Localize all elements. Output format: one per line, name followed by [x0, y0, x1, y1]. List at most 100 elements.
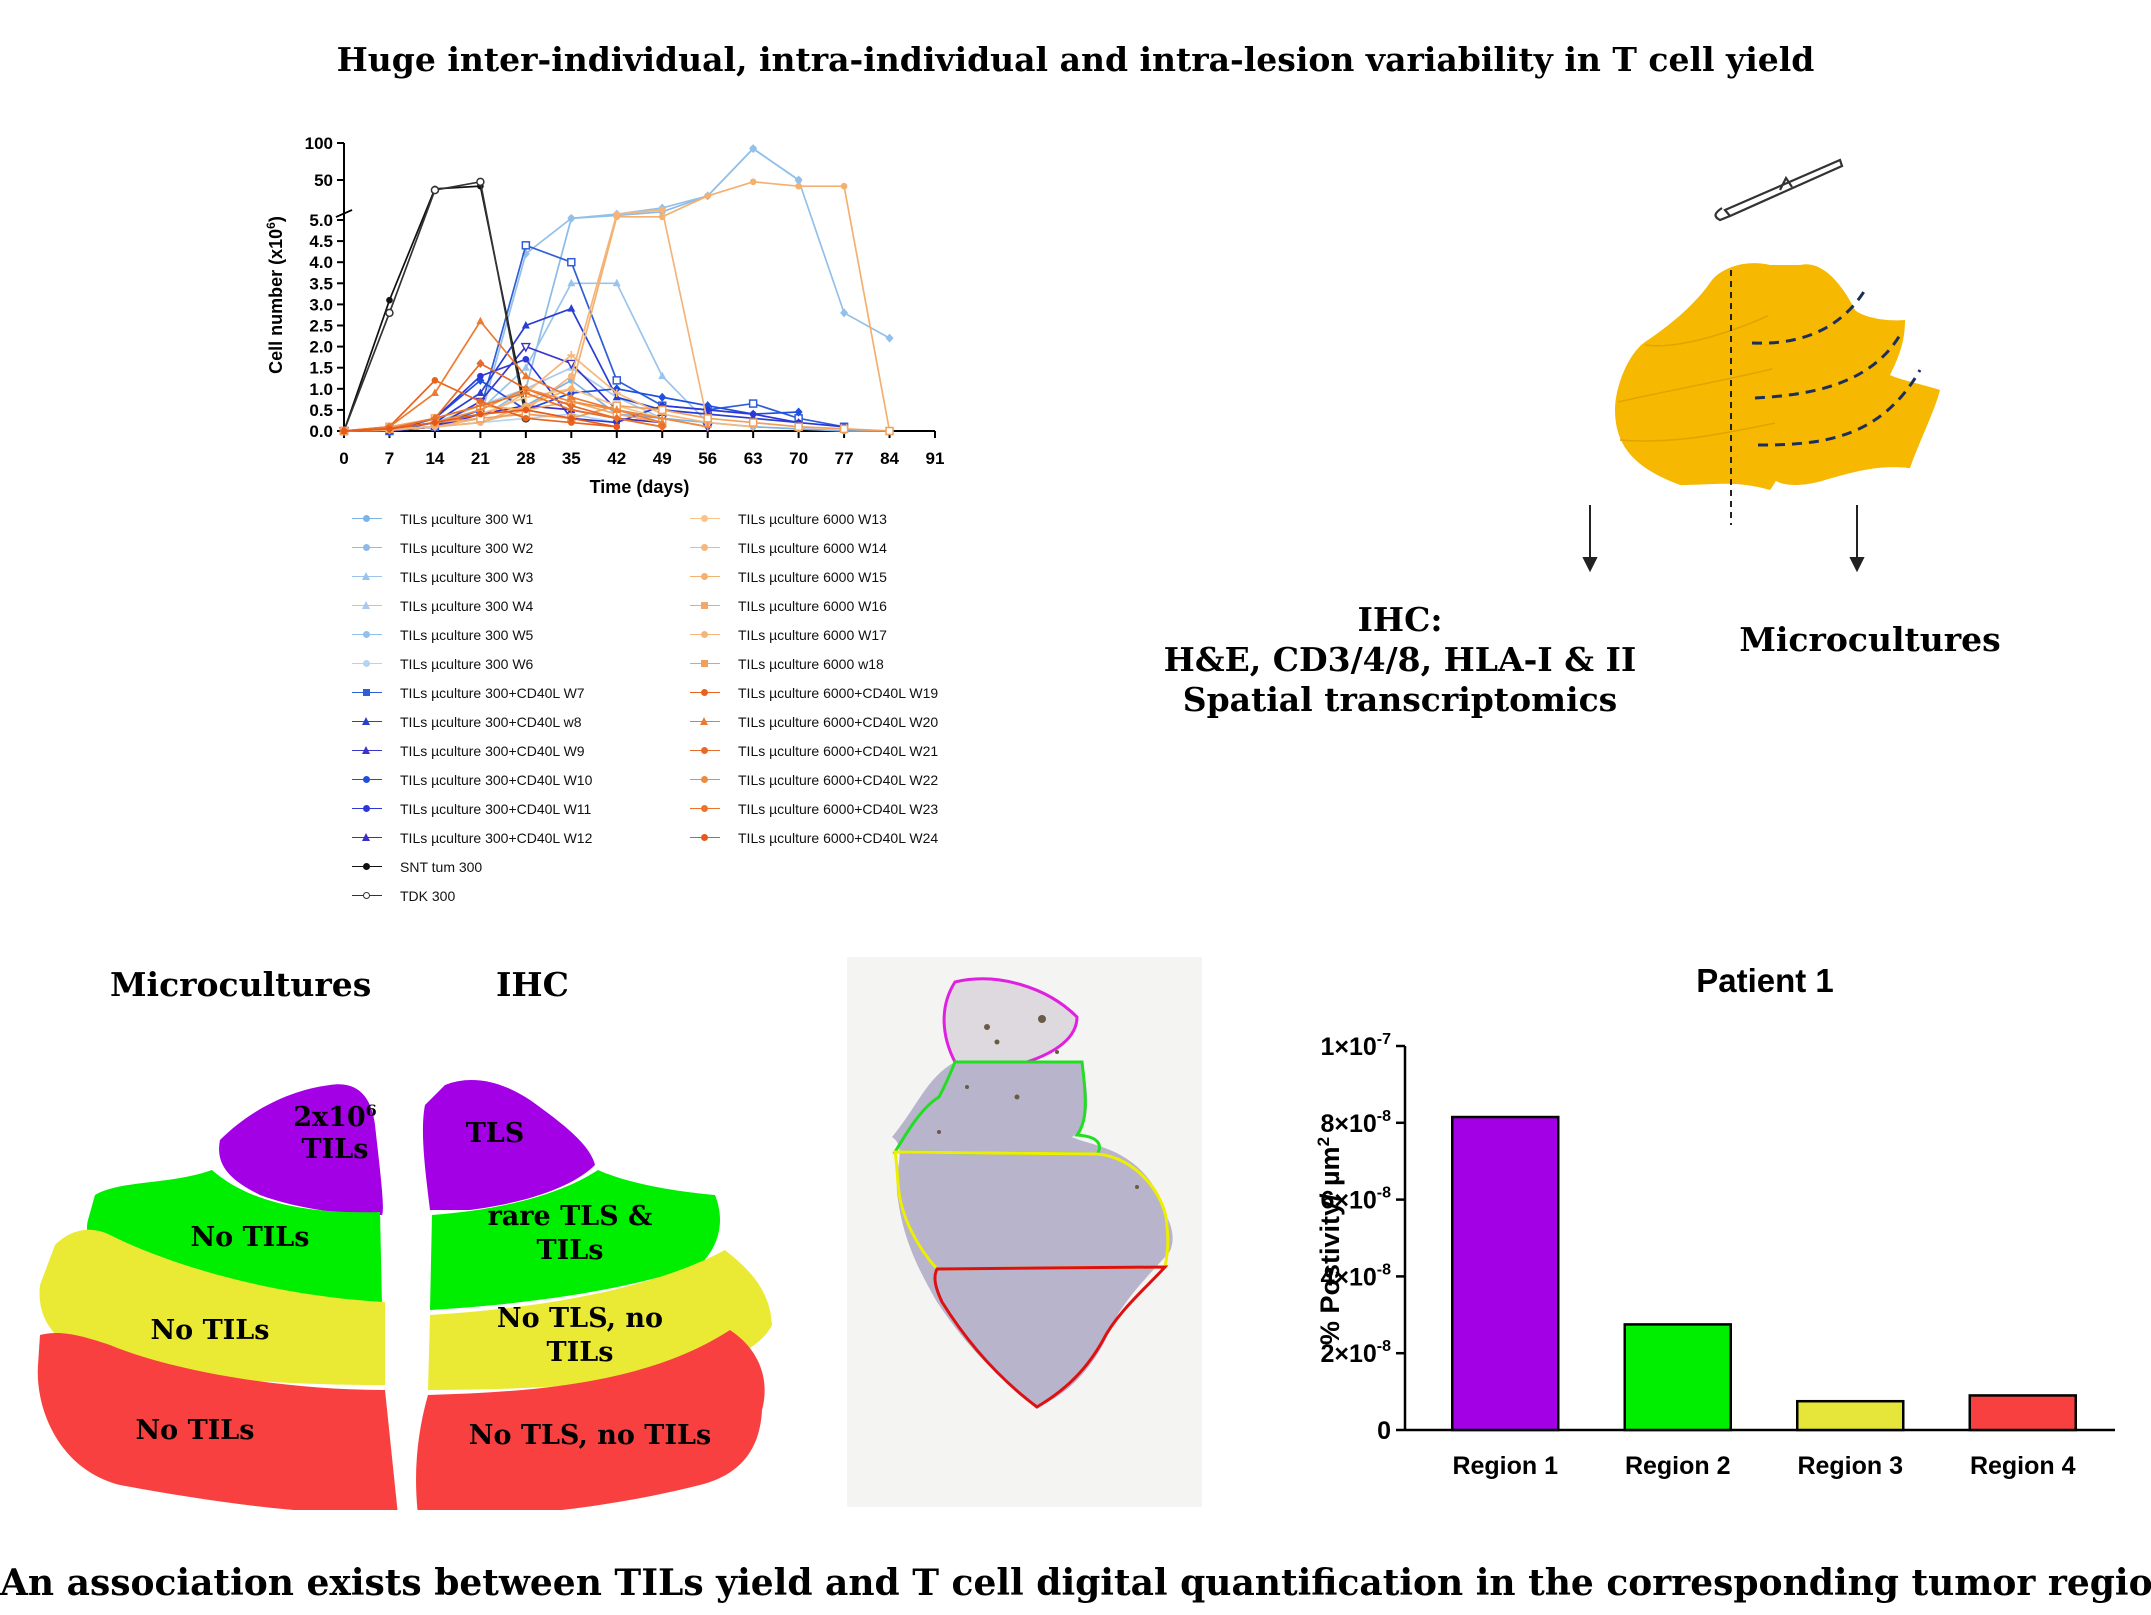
legend-item: TILs µculture 6000+CD40L W24: [690, 823, 938, 852]
right-region-4: [416, 1330, 765, 1510]
legend-swatch: [352, 600, 382, 612]
right-region-4-label: No TLS, no TILs: [468, 1420, 712, 1451]
series-26: [340, 406, 621, 435]
series-point: [567, 405, 576, 414]
y-tick-label: 1.0: [309, 380, 333, 399]
region-map: [37, 1080, 772, 1510]
series-point: [567, 392, 576, 401]
legend-item: TILs µculture 300 W4: [352, 591, 592, 620]
x-tick-label: 28: [516, 449, 535, 468]
series-point: [386, 296, 393, 304]
series-point: [658, 414, 667, 423]
left-region-2-label: No TILs: [190, 1222, 310, 1253]
series-point: [749, 178, 757, 186]
bar-y-tick-label: 4×10-8: [1320, 1261, 1391, 1291]
series-point: [658, 422, 667, 431]
legend-label: TILs µculture 300+CD40L W9: [400, 742, 585, 759]
bar-chart-axes: 0 2×10-8 4×10-8 6×10-8 8×10-8 1×10-7: [1320, 1031, 2115, 1445]
left-region-1-label: 2x106 TILs: [293, 1101, 377, 1165]
series-point: [748, 399, 758, 408]
legend-label: TILs µculture 6000 W15: [738, 568, 887, 585]
y-axis-label: Cell number (x106): [264, 216, 286, 374]
series-point: [885, 333, 894, 343]
series-point: [567, 351, 576, 360]
series-point: [476, 401, 485, 410]
legend-item: TILs µculture 6000 W14: [690, 533, 938, 562]
legend-label: TILs µculture 300+CD40L W10: [400, 771, 593, 788]
legend-swatch: [352, 716, 382, 728]
ihc-title: IHC:: [1357, 600, 1443, 639]
x-tick-label: 35: [562, 449, 581, 468]
legend-label: TILs µculture 300 W2: [400, 539, 534, 556]
legend-swatch: [352, 774, 382, 786]
legend-left: TILs µculture 300 W1 TILs µculture 300 W2…: [352, 504, 592, 910]
series-point: [476, 388, 485, 397]
legend-item: TILs µculture 300+CD40L W12: [352, 823, 592, 852]
legend-swatch: [352, 629, 382, 641]
series-point: [568, 385, 575, 393]
series-point: [521, 241, 531, 250]
series-point: [703, 422, 712, 431]
series-point: [431, 377, 439, 384]
legend-label: TILs µculture 6000+CD40L W24: [738, 829, 939, 846]
x-tick-label: 77: [835, 449, 854, 468]
legend-label: TILs µculture 6000 W14: [738, 539, 887, 556]
legend-swatch: [352, 513, 382, 525]
legend-item: TILs µculture 300+CD40L w8: [352, 707, 592, 736]
legend-swatch: [690, 600, 720, 612]
series-point: [704, 192, 711, 200]
line-chart-series: [338, 144, 894, 437]
y-tick-label: 4.5: [309, 232, 333, 251]
legend-swatch: [690, 542, 720, 554]
legend-label: TILs µculture 6000+CD40L W23: [738, 800, 939, 817]
right-region-2: [430, 1170, 720, 1310]
series-point: [477, 398, 484, 405]
legend-item: TILs µculture 300 W1: [352, 504, 592, 533]
series-point: [430, 388, 439, 397]
legend-item: TILs µculture 300+CD40L W7: [352, 678, 592, 707]
bar-y-tick-label: 6×10-8: [1320, 1185, 1391, 1215]
series-13: [340, 182, 530, 435]
x-tick-label: 14: [425, 449, 444, 468]
legend-item: TILs µculture 6000 W15: [690, 562, 938, 591]
series-point: [612, 414, 621, 423]
right-region-3-label: No TLS, no TILs: [496, 1303, 664, 1368]
x-tick-label: 42: [607, 449, 626, 468]
series-point: [657, 405, 667, 415]
legend-item: TILs µculture 300+CD40L W9: [352, 736, 592, 765]
series-point: [522, 415, 530, 422]
series-point: [476, 358, 485, 368]
series-point: [612, 278, 621, 287]
bar-chart-bars: Region 1 Region 2 Region 3 Region 4: [1451, 1115, 2077, 1480]
legend-item: TILs µculture 300+CD40L W10: [352, 765, 592, 794]
series-point: [794, 407, 803, 417]
series-point: [613, 210, 621, 218]
tumor-piece-right: [1767, 240, 1940, 485]
series-point: [613, 423, 621, 431]
series-point: [521, 371, 530, 380]
y-tick-label: 4.0: [309, 253, 333, 272]
legend-label: TILs µculture 300 W5: [400, 626, 534, 643]
legend-label: TILs µculture 6000+CD40L W21: [738, 742, 939, 759]
series-point: [431, 419, 439, 426]
ihc-slide-image: [847, 957, 1202, 1507]
bar-y-tick-label: 2×10-8: [1320, 1338, 1391, 1368]
series-point: [522, 406, 530, 414]
legend-swatch: [352, 803, 382, 815]
legend-item: TILs µculture 6000 W16: [690, 591, 938, 620]
legend-label: TILs µculture 300 W3: [400, 568, 534, 585]
bar-chart: 0 2×10-8 4×10-8 6×10-8 8×10-8 1×10-7 Region 1…: [1320, 1031, 2115, 1480]
legend-item: TILs µculture 6000 w18: [690, 649, 938, 678]
right-region-1: [422, 1080, 595, 1210]
legend-label: TILs µculture 300 W4: [400, 597, 534, 614]
series-point: [568, 415, 575, 422]
legend-label: TILs µculture 6000+CD40L W20: [738, 713, 939, 730]
footer-caption: An association exists between TILs yield…: [0, 1562, 2151, 1604]
y-tick-label: 0.0: [309, 422, 333, 441]
x-tick-label: 84: [880, 449, 899, 468]
legend-right: TILs µculture 6000 W13 TILs µculture 6000…: [690, 504, 938, 852]
series-point: [567, 278, 576, 287]
legend-swatch: [352, 890, 382, 902]
legend-swatch: [690, 716, 720, 728]
legend-swatch: [352, 832, 382, 844]
